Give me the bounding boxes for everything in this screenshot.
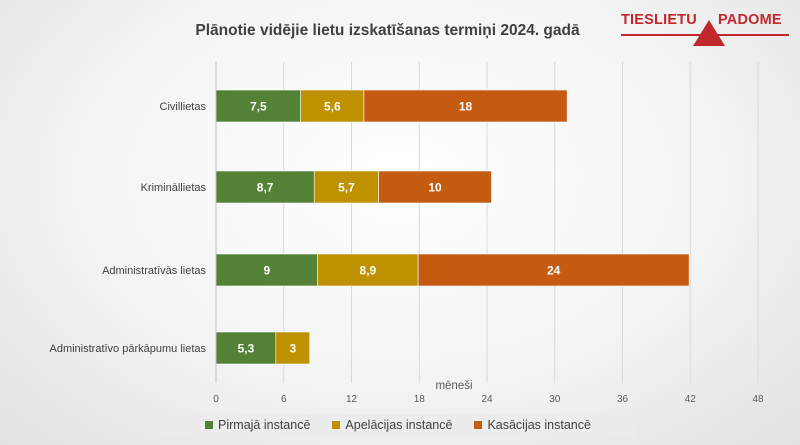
legend-swatch <box>205 421 214 429</box>
data-label: 10 <box>428 181 442 195</box>
legend-item: Kasācijas instancē <box>474 418 591 432</box>
data-label: 8,9 <box>360 264 377 278</box>
x-tick-label: 6 <box>281 394 287 405</box>
bar-segment <box>378 170 492 204</box>
bar-segment <box>313 170 379 204</box>
legend-label: Apelācijas instancē <box>345 418 453 432</box>
x-tick-label: 36 <box>617 394 629 405</box>
data-label: 8,7 <box>257 181 274 195</box>
chart-legend: Pirmajā instancē Apelācijas instancē Kasāc… <box>160 414 636 436</box>
data-label: 18 <box>459 100 473 114</box>
category-label: Krimināllietas <box>141 182 207 194</box>
tieslietu-padome-logo: TIESLIETU PADOME <box>615 8 795 50</box>
data-label: 9 <box>263 264 270 278</box>
x-tick-label: 24 <box>481 394 493 405</box>
bar-segment <box>417 253 690 287</box>
legend-item: Pirmajā instancē <box>205 418 310 432</box>
data-label: 5,7 <box>338 181 355 195</box>
x-tick-label: 0 <box>213 394 219 405</box>
bar-segment <box>363 89 568 123</box>
x-tick-label: 30 <box>549 394 561 405</box>
x-tick-label: 18 <box>414 394 426 405</box>
logo-left-word: TIESLIETU <box>621 12 697 28</box>
legend-item: Apelācijas instancē <box>332 418 452 432</box>
data-label: 5,3 <box>238 342 255 356</box>
x-tick-label: 42 <box>685 394 697 405</box>
x-tick-label: 12 <box>346 394 358 405</box>
data-label: 7,5 <box>250 100 267 114</box>
legend-swatch <box>332 421 341 429</box>
logo-roof-icon <box>693 20 725 46</box>
category-label: Administratīvo pārkāpumu lietas <box>49 343 206 355</box>
bar-segment <box>215 331 277 365</box>
logo-right-word: PADOME <box>718 12 782 28</box>
legend-label: Kasācijas instancē <box>487 418 591 432</box>
bar-segment <box>275 331 311 365</box>
data-label: 3 <box>289 342 296 356</box>
data-label: 24 <box>547 264 561 278</box>
chart-title: Plānotie vidējie lietu izskatīšanas term… <box>195 22 580 39</box>
legend-swatch <box>474 421 483 429</box>
bar-segment <box>215 89 301 123</box>
bar-segment <box>215 170 315 204</box>
x-tick-label: 48 <box>752 394 764 405</box>
category-label: Civillietas <box>160 101 207 113</box>
bar-segment <box>317 253 419 287</box>
legend-label: Pirmajā instancē <box>218 418 311 432</box>
x-axis-label: mēneši <box>435 380 472 392</box>
data-label: 5,6 <box>324 100 341 114</box>
category-label: Administratīvās lietas <box>102 265 206 277</box>
